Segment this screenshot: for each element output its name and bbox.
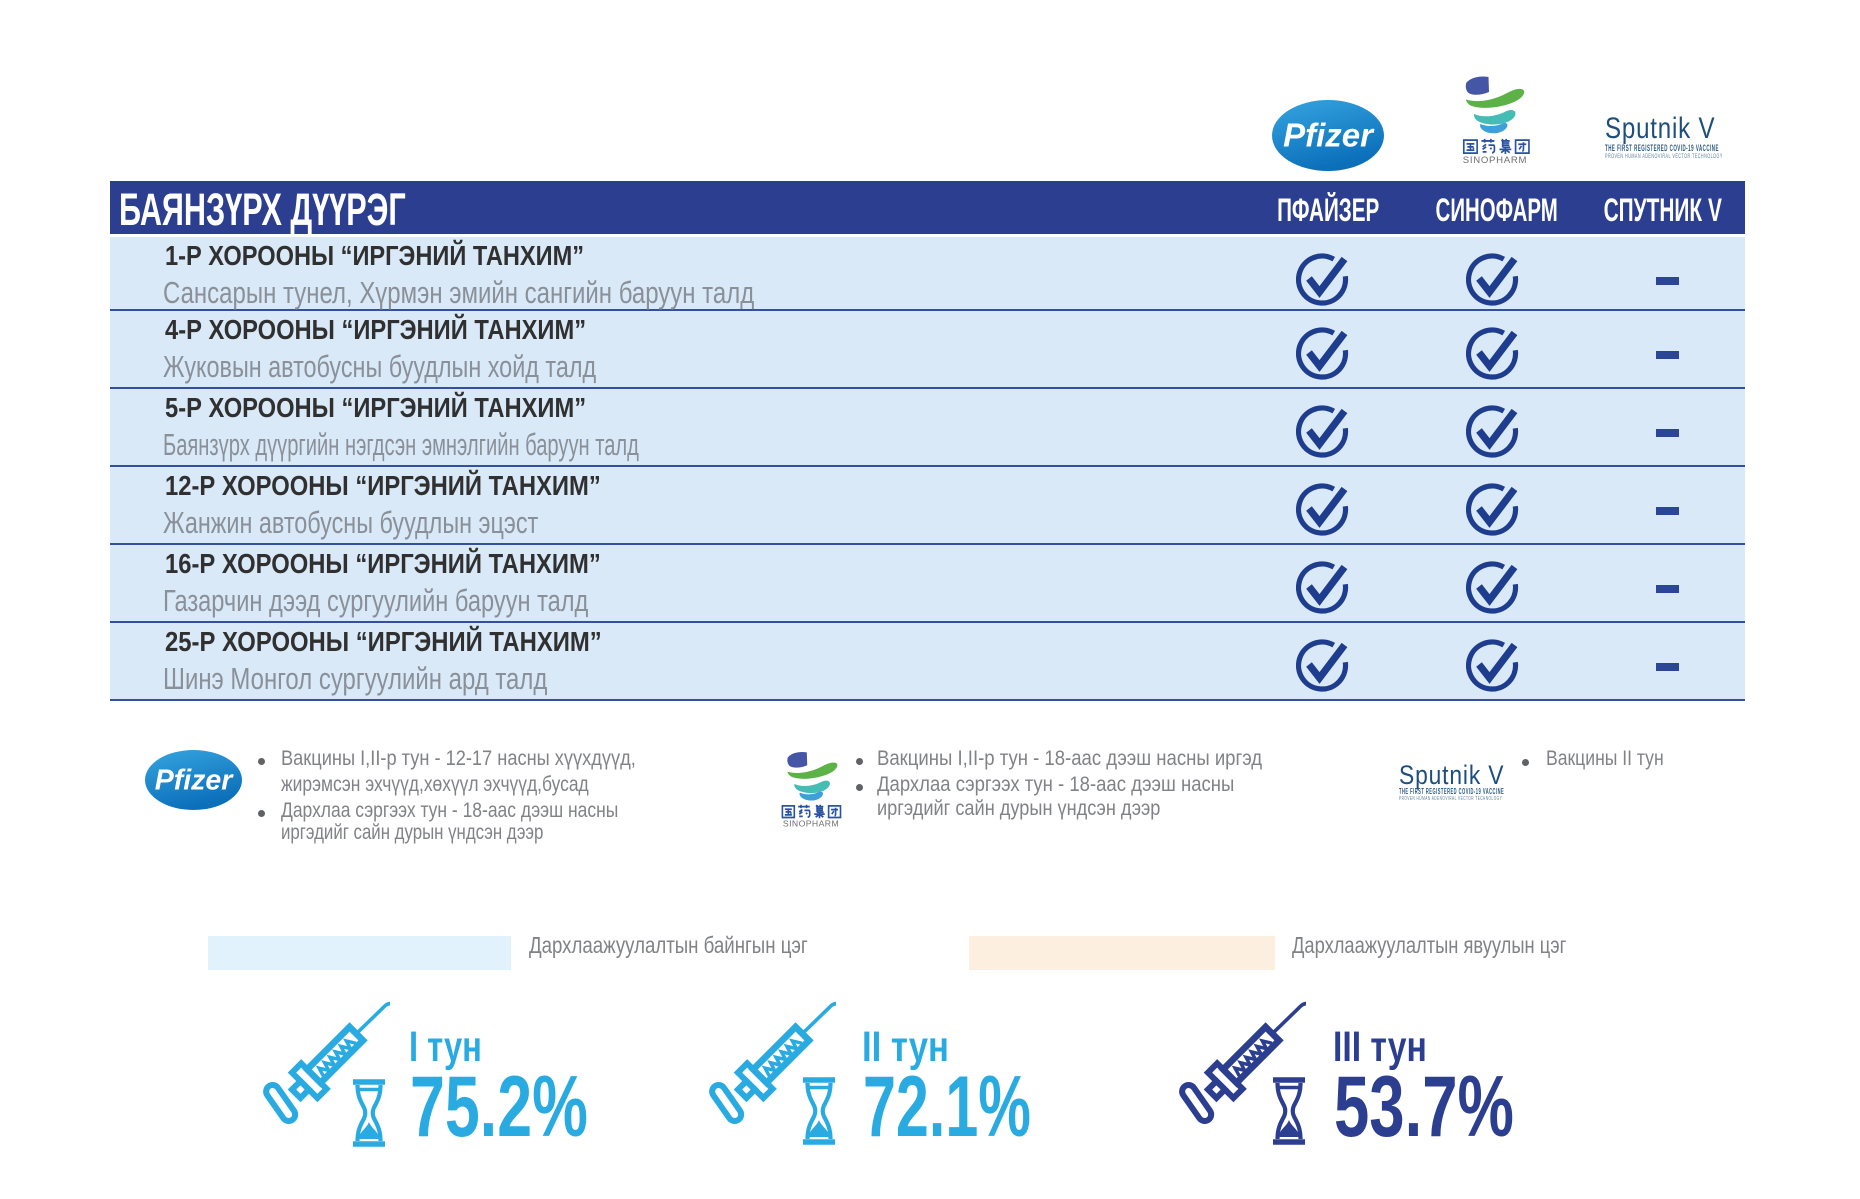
svg-text:SINOPHARM: SINOPHARM [783,819,839,829]
svg-text:SINOPHARM: SINOPHARM [1463,155,1527,166]
svg-text:Pfizer: Pfizer [155,765,235,797]
svg-text:Pfizer: Pfizer [1283,117,1375,154]
